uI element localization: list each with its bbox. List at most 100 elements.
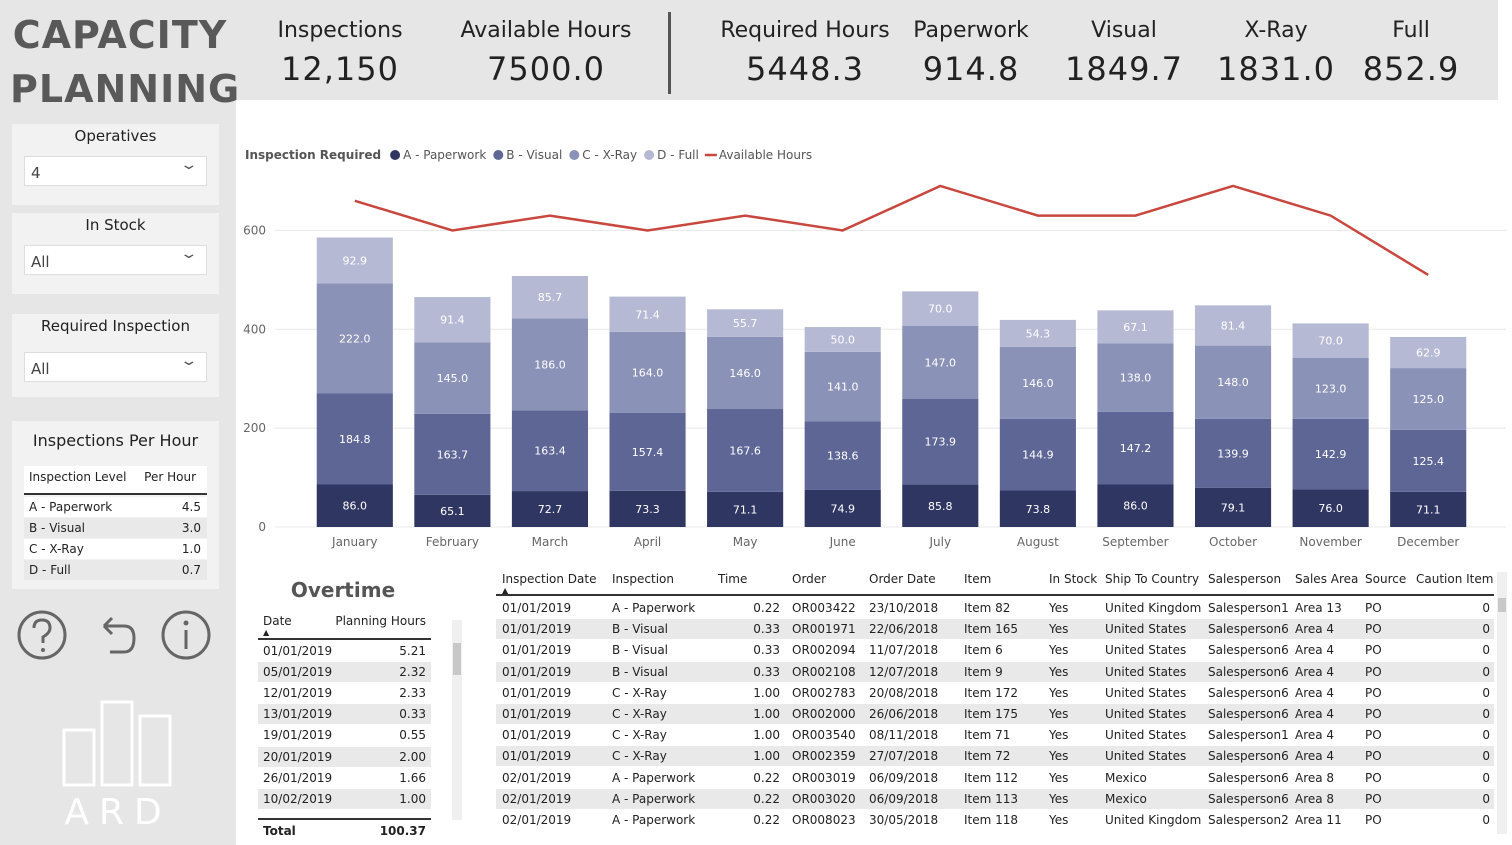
logo-bar — [138, 714, 172, 787]
table-cell: Area 4 — [1295, 622, 1335, 637]
line-series — [354, 184, 1429, 276]
table-cell: 0 — [1482, 601, 1490, 615]
table-cell: 0.22 — [753, 601, 780, 615]
data-label: 73.3 — [635, 503, 660, 516]
bar-segment — [1194, 305, 1272, 346]
data-label: 71.1 — [1416, 503, 1441, 516]
back-icon[interactable] — [102, 616, 136, 654]
bar-segment — [902, 291, 979, 326]
kpi-bar — [236, 0, 1498, 100]
table-cell: OR002000 — [792, 707, 856, 721]
x-tick-label: March — [532, 535, 569, 549]
table-cell: 08/11/2018 — [869, 728, 939, 743]
table-cell: United States — [1105, 622, 1187, 637]
kpi-value: 1849.7 — [1065, 50, 1183, 88]
legend-swatch — [644, 150, 655, 160]
table-cell: B - Visual — [612, 643, 669, 658]
table-cell: 0 — [1482, 813, 1490, 827]
table-cell: PO — [1365, 749, 1382, 764]
table-cell: 0 — [1482, 707, 1490, 721]
table-row — [24, 560, 207, 580]
x-tick-label: November — [1299, 535, 1361, 549]
table-cell: Salesperson1 — [1208, 601, 1289, 615]
bar-segment — [1390, 336, 1467, 369]
table-cell: 01/01/2019 — [502, 749, 572, 764]
table-cell: 0 — [1482, 791, 1490, 806]
scroll-thumb[interactable] — [1498, 598, 1506, 612]
filter-dropdown[interactable] — [24, 245, 207, 275]
table-cell: United States — [1105, 664, 1187, 679]
data-label: 163.7 — [437, 448, 469, 461]
table-row — [496, 598, 1494, 618]
kpi-label: Inspections — [277, 18, 403, 43]
dropdown-arrow[interactable]: ⌄ — [179, 246, 199, 262]
table-cell: PO — [1365, 707, 1382, 721]
table-cell: PO — [1365, 770, 1382, 785]
filter-dropdown[interactable] — [24, 352, 207, 382]
data-label: 173.9 — [925, 436, 957, 449]
table-cell: Item 6 — [964, 643, 1003, 658]
scrollbar[interactable] — [452, 620, 462, 820]
table-cell: 2.32 — [399, 665, 426, 680]
table-cell: Mexico — [1105, 791, 1147, 806]
bar-segment — [1194, 345, 1272, 419]
table-cell: Yes — [1049, 601, 1069, 615]
table-cell: Item 9 — [964, 664, 1003, 679]
table-cell: 27/07/2018 — [869, 749, 939, 764]
kpi-label: X-Ray — [1244, 18, 1308, 43]
table-cell: 01/01/2019 — [502, 685, 572, 700]
bar-segment — [1390, 429, 1467, 492]
kpi-label: Visual — [1091, 18, 1157, 43]
table-cell: 11/07/2018 — [869, 643, 939, 658]
table-cell: United States — [1105, 707, 1187, 721]
scrollbar[interactable] — [1497, 572, 1507, 834]
bar-segment — [511, 276, 589, 319]
filter-dropdown[interactable] — [24, 156, 207, 186]
table-cell: 06/09/2018 — [869, 770, 939, 785]
legend-label: A - Paperwork — [403, 148, 486, 162]
table-cell: 0 — [1482, 770, 1490, 785]
bar-segment — [414, 413, 491, 495]
help-icon[interactable] — [17, 610, 67, 660]
dropdown-arrow[interactable]: ⌄ — [179, 353, 199, 369]
table-cell: United Kingdom — [1105, 601, 1202, 615]
data-label: 164.0 — [632, 366, 664, 379]
kpi-label: Full — [1392, 18, 1430, 43]
scroll-thumb[interactable] — [453, 643, 461, 675]
table-cell: PO — [1365, 728, 1382, 743]
bar-segment — [1390, 368, 1467, 430]
table-cell: Salesperson6 — [1208, 664, 1289, 679]
data-label: 186.0 — [534, 358, 566, 371]
x-tick-label: December — [1397, 535, 1459, 549]
table-cell: 0.22 — [753, 813, 780, 827]
table-cell: 30/05/2018 — [869, 813, 939, 827]
data-label: 222.0 — [339, 332, 371, 345]
table-cell: 1.66 — [399, 770, 426, 785]
table-cell: B - Visual — [612, 664, 669, 679]
table-row — [496, 661, 1494, 682]
data-label: 70.0 — [928, 303, 953, 316]
legend-label: B - Visual — [506, 148, 562, 162]
table-cell: 1.00 — [753, 728, 780, 743]
bar-segment — [999, 418, 1076, 491]
column-header: Inspection — [612, 572, 674, 586]
data-label: 79.1 — [1221, 501, 1246, 514]
table-cell: 0 — [1482, 643, 1490, 658]
data-label: 147.2 — [1120, 442, 1152, 455]
column-header: Source — [1365, 572, 1407, 586]
column-header: Ship To Country — [1105, 572, 1200, 586]
table-cell: 0.55 — [399, 728, 426, 743]
x-tick-label: June — [829, 535, 856, 549]
logo-bar — [62, 728, 96, 787]
table-cell: Area 13 — [1295, 601, 1342, 615]
bar-segment — [902, 325, 979, 399]
dropdown-arrow[interactable]: ⌄ — [179, 157, 199, 173]
table-cell: 2.00 — [399, 749, 426, 764]
table-row — [24, 497, 207, 517]
info-icon[interactable] — [161, 610, 211, 660]
table-cell: Item 82 — [964, 601, 1011, 615]
data-label: 62.9 — [1416, 347, 1441, 360]
table-cell: OR002094 — [792, 643, 856, 658]
table-cell: 12/01/2019 — [263, 686, 333, 701]
bar-segment — [511, 410, 589, 492]
